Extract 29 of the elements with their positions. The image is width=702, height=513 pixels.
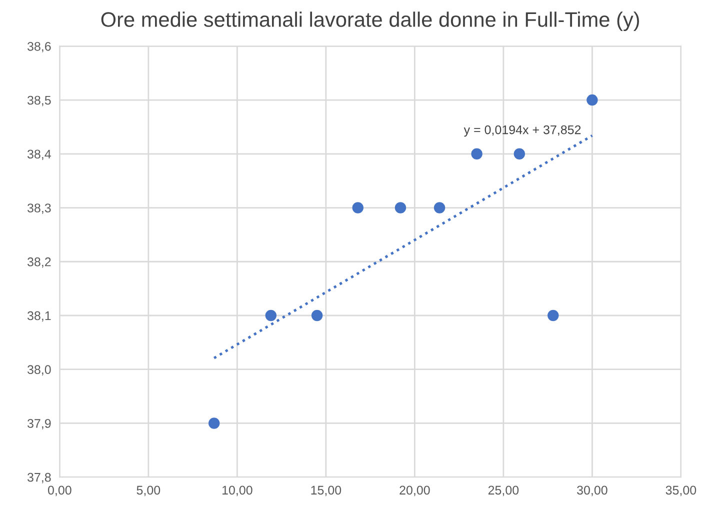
y-tick-label: 38,1 bbox=[27, 311, 51, 322]
x-tick-label: 20,00 bbox=[400, 486, 430, 496]
point bbox=[352, 202, 364, 214]
point bbox=[548, 310, 559, 322]
point bbox=[471, 148, 482, 160]
y-tick-label: 38,0 bbox=[27, 365, 51, 376]
x-tick-label: 5,00 bbox=[136, 486, 160, 496]
point bbox=[434, 202, 446, 214]
chart-title: Ore medie settimanali lavorate dalle donne in Full-Time (y) bbox=[101, 12, 640, 32]
x-tick-label: 25,00 bbox=[488, 486, 519, 496]
y-tick-label: 38,5 bbox=[27, 96, 51, 106]
y-tick-label: 37,9 bbox=[27, 419, 51, 430]
point bbox=[311, 310, 323, 322]
x-tick-label: 35,00 bbox=[666, 486, 696, 496]
x-tick-label: 0,00 bbox=[48, 486, 72, 496]
x-tick-label: 15,00 bbox=[311, 486, 342, 496]
point bbox=[208, 418, 220, 429]
y-tick-label: 38,2 bbox=[27, 257, 51, 268]
x-tick-label: 10,00 bbox=[222, 486, 252, 496]
annotation: y = 0,0194x + 37,852 bbox=[464, 125, 581, 137]
x-tick-label: 30,00 bbox=[577, 486, 608, 496]
point bbox=[394, 202, 406, 214]
y-tick-label: 38,6 bbox=[27, 42, 51, 52]
point bbox=[265, 310, 277, 322]
y-tick-label: 37,8 bbox=[27, 472, 51, 484]
y-tick-label: 38,3 bbox=[27, 204, 51, 214]
point bbox=[586, 94, 598, 106]
y-tick-label: 38,4 bbox=[27, 150, 51, 160]
point bbox=[514, 148, 526, 160]
